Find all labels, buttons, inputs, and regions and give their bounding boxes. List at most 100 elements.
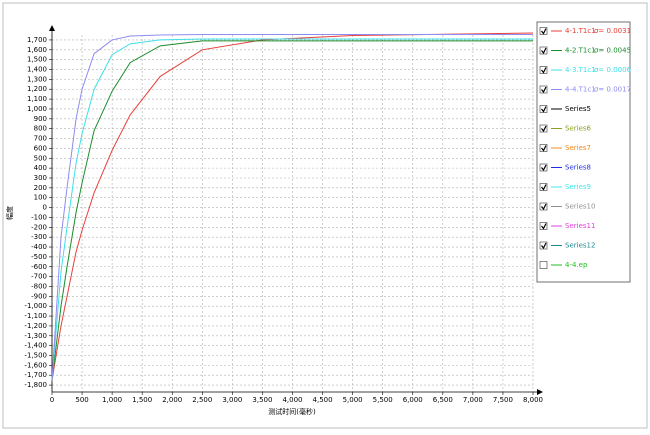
x-tick-label: 3,000 — [222, 396, 242, 404]
y-tick-label: -600 — [31, 263, 47, 271]
y-tick-label: -1,400 — [24, 342, 47, 350]
y-tick-label: -200 — [31, 223, 47, 231]
y-tick-label: 600 — [34, 144, 47, 152]
legend-checkbox[interactable] — [539, 241, 548, 250]
legend-checkbox[interactable] — [539, 183, 548, 191]
legend-check[interactable] — [541, 125, 547, 133]
legend-sigma: σ= 0.0045 — [594, 47, 631, 55]
legend-check[interactable] — [541, 86, 547, 94]
x-tick-label: 3,500 — [252, 396, 272, 404]
x-tick-label: 5,000 — [343, 396, 363, 404]
y-tick-label: -700 — [31, 273, 47, 281]
legend-checkbox[interactable] — [539, 261, 548, 269]
y-tick-label: 1,100 — [27, 95, 47, 103]
y-tick-label: -800 — [31, 282, 47, 290]
y-tick-label: 800 — [34, 125, 47, 133]
legend-label: Series9 — [565, 183, 591, 191]
y-tick-label: -1,300 — [24, 332, 47, 340]
legend-label: Series11 — [565, 222, 595, 230]
legend-label: 4-2.T1c1 — [565, 47, 596, 55]
y-tick-label: -100 — [31, 213, 47, 221]
y-tick-label: -1,600 — [24, 361, 47, 369]
x-tick-label: 8,000 — [523, 396, 543, 404]
y-tick-label: 1,300 — [27, 75, 47, 83]
legend-label: Series8 — [565, 164, 591, 172]
y-tick-label: -500 — [31, 253, 47, 261]
y-tick-label: -1,200 — [24, 322, 47, 330]
y-tick-label: 1,000 — [27, 105, 47, 113]
series-line — [51, 32, 534, 381]
axis-arrow — [537, 389, 543, 395]
legend-check[interactable] — [541, 47, 547, 55]
legend-check[interactable] — [541, 164, 547, 172]
x-tick-label: 5,500 — [373, 396, 393, 404]
y-tick-label: -1,100 — [24, 312, 47, 320]
legend-checkbox[interactable] — [539, 46, 548, 55]
legend-check[interactable] — [541, 242, 547, 250]
legend-checkbox[interactable] — [539, 66, 548, 74]
y-tick-label: 1,600 — [27, 46, 47, 54]
legend-check[interactable] — [541, 145, 547, 152]
series-line — [51, 34, 533, 381]
x-tick-label: 1,000 — [102, 396, 122, 404]
x-tick-label: 1,500 — [132, 396, 152, 404]
legend-check[interactable] — [541, 28, 547, 35]
y-tick-label: 300 — [34, 174, 47, 182]
y-tick-label: -1,500 — [24, 352, 47, 360]
legend-checkbox[interactable] — [539, 124, 548, 133]
y-tick-label: 0 — [43, 204, 47, 212]
series-line — [51, 38, 533, 381]
legend-label: 4-1.T1c1 — [565, 27, 596, 35]
legend-label: Series6 — [565, 125, 592, 133]
legend-checkbox[interactable] — [539, 202, 548, 211]
legend-check[interactable] — [541, 106, 547, 113]
x-tick-label: 500 — [75, 396, 88, 404]
legend-checkbox[interactable] — [539, 27, 548, 35]
y-tick-label: 400 — [34, 164, 47, 172]
legend-check[interactable] — [541, 67, 547, 74]
y-tick-label: 100 — [34, 194, 47, 202]
legend-label: 4-3.T1c1 — [565, 66, 596, 74]
x-tick-label: 6,500 — [433, 396, 453, 404]
legend-label: Series10 — [565, 203, 595, 211]
y-tick-label: 1,400 — [27, 66, 47, 74]
y-tick-label: -1,800 — [24, 381, 47, 389]
y-tick-label: 1,500 — [27, 56, 47, 64]
y-tick-label: -1,700 — [24, 371, 47, 379]
y-tick-label: 1,700 — [27, 36, 47, 44]
legend-label: Series5 — [565, 105, 591, 113]
axis-arrow — [49, 25, 55, 31]
legend — [536, 21, 631, 283]
series-line — [51, 40, 533, 381]
legend-label: 4-4.ep — [565, 261, 588, 269]
y-tick-label: 900 — [34, 115, 47, 123]
legend-sigma: σ= 0.0031 — [594, 27, 631, 35]
legend-sigma: σ= 0.0006 — [594, 66, 632, 74]
legend-label: 4-4.T1c1 — [565, 86, 596, 94]
x-tick-label: 0 — [50, 396, 54, 404]
x-tick-label: 2,000 — [162, 396, 182, 404]
legend-check[interactable] — [541, 223, 547, 230]
legend-checkbox[interactable] — [539, 144, 548, 152]
x-tick-label: 7,500 — [493, 396, 513, 404]
legend-checkbox[interactable] — [539, 163, 548, 172]
legend-check[interactable] — [541, 184, 547, 191]
x-axis-label: 测试时间(毫秒) — [268, 407, 316, 416]
legend-check[interactable] — [541, 203, 547, 211]
y-axis-label: 幅度 — [5, 206, 14, 220]
y-tick-label: -400 — [31, 243, 47, 251]
legend-checkbox[interactable] — [539, 105, 548, 113]
y-tick-label: -900 — [31, 292, 47, 300]
x-tick-label: 4,000 — [282, 396, 302, 404]
legend-label: Series7 — [565, 144, 591, 152]
y-tick-label: 200 — [34, 184, 47, 192]
legend-label: Series12 — [565, 242, 595, 250]
x-tick-label: 6,000 — [403, 396, 423, 404]
y-tick-label: -1,000 — [24, 302, 47, 310]
y-tick-label: 700 — [34, 135, 47, 143]
legend-sigma: σ= 0.0017 — [594, 86, 631, 94]
legend-checkbox[interactable] — [539, 222, 548, 230]
legend-checkbox[interactable] — [539, 85, 548, 94]
x-tick-label: 2,500 — [192, 396, 212, 404]
